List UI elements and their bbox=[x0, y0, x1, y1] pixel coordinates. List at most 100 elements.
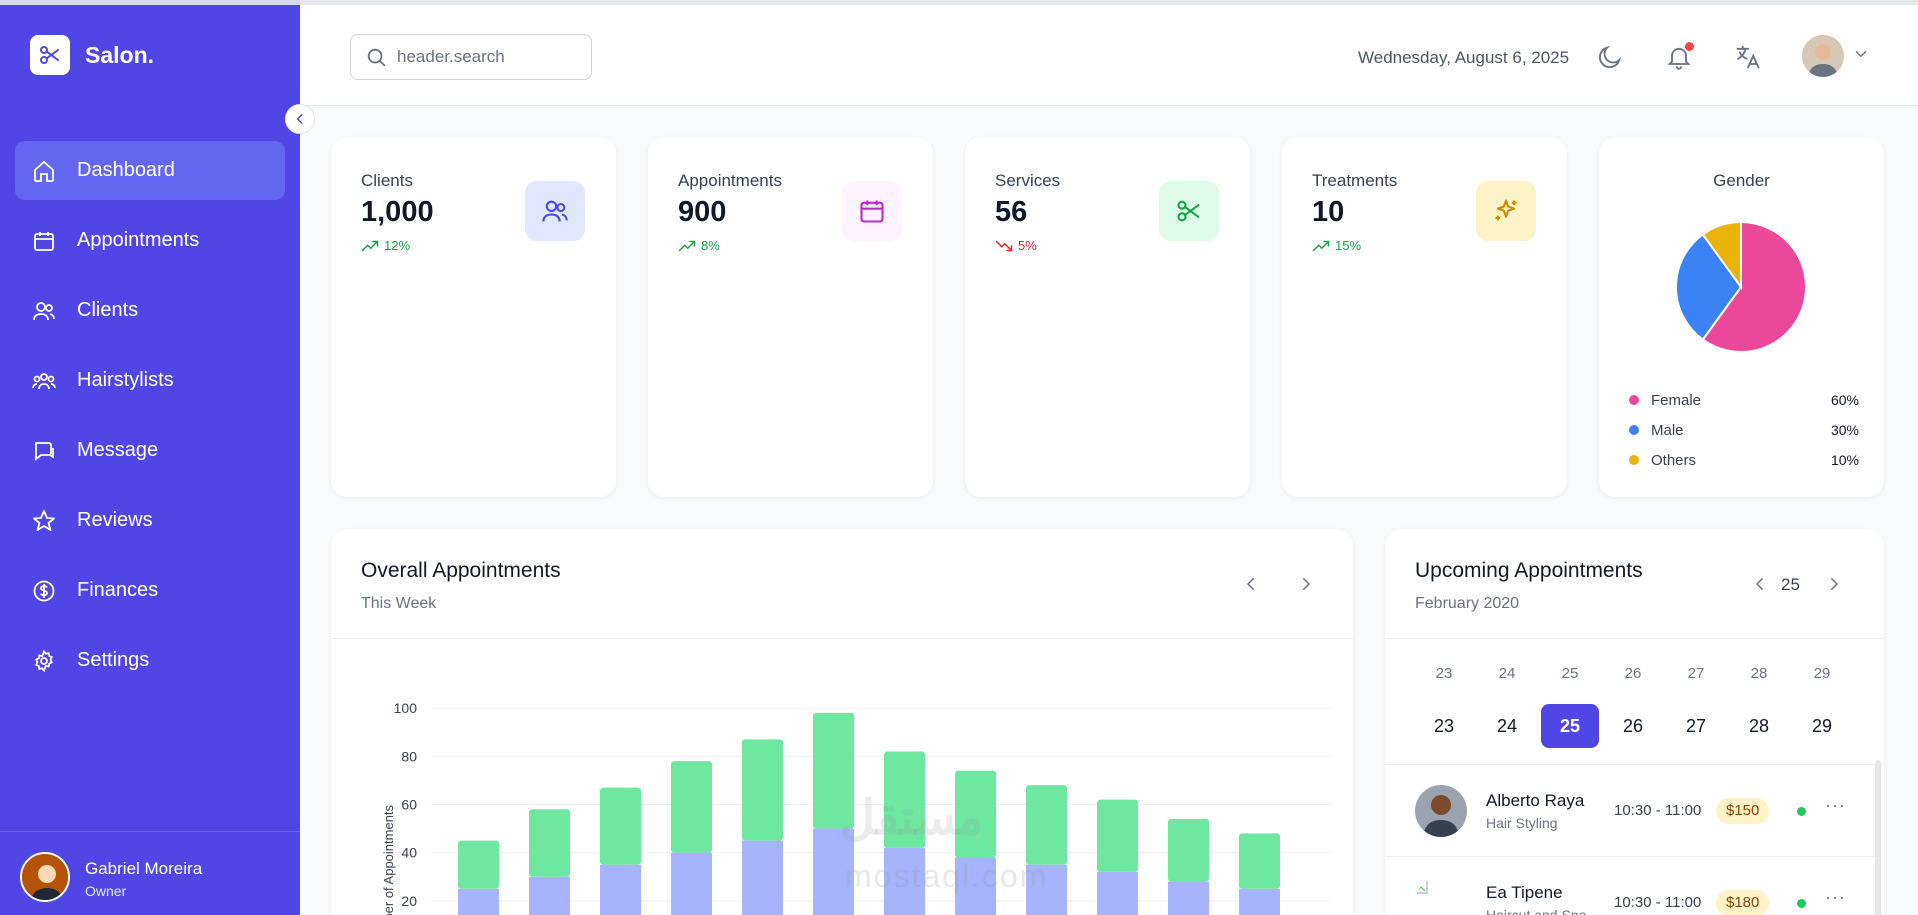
trending-up-icon bbox=[678, 240, 696, 251]
main-area: Wednesday, August 6, 2025 Clients 1,000 … bbox=[300, 0, 1918, 915]
appointment-time: 10:30 - 11:00 bbox=[1614, 802, 1702, 819]
day-button[interactable]: 23 bbox=[1433, 716, 1455, 736]
more-icon[interactable]: ··· bbox=[1825, 795, 1846, 815]
sidebar-item-message[interactable]: Message bbox=[15, 421, 285, 480]
bar-segment[interactable] bbox=[1097, 799, 1138, 872]
user-menu-caret[interactable] bbox=[1852, 45, 1870, 68]
bar-segment[interactable] bbox=[600, 787, 641, 865]
appointment-time: 10:30 - 11:00 bbox=[1614, 894, 1702, 911]
bar-segment[interactable] bbox=[1239, 833, 1280, 889]
search-input[interactable] bbox=[397, 47, 577, 67]
sidebar-item-reviews[interactable]: Reviews bbox=[15, 491, 285, 550]
bar-segment[interactable] bbox=[1168, 818, 1209, 882]
sidebar-item-settings[interactable]: Settings bbox=[15, 631, 285, 690]
prev-day-button[interactable] bbox=[1748, 572, 1772, 596]
chevron-left-icon bbox=[296, 114, 303, 124]
prev-week-button[interactable] bbox=[1239, 572, 1263, 596]
next-week-button[interactable] bbox=[1294, 572, 1318, 596]
language-button[interactable] bbox=[1732, 41, 1764, 73]
bar-segment[interactable] bbox=[742, 739, 783, 841]
sidebar-collapse-button[interactable] bbox=[285, 104, 315, 134]
bar-segment[interactable] bbox=[1097, 871, 1138, 915]
list-item[interactable]: Ea Tipene Haircut and Spa 10:30 - 11:00 … bbox=[1385, 857, 1881, 915]
gender-title: Gender bbox=[1713, 171, 1770, 190]
sidebar-item-label: Clients bbox=[77, 299, 139, 321]
stat-trend: 5% bbox=[995, 238, 1037, 253]
sidebar-item-label: Settings bbox=[77, 649, 150, 671]
stat-card-appointments[interactable]: Appointments 900 8% bbox=[648, 137, 933, 497]
sidebar: Salon. Dashboard Appointments Clients Ha… bbox=[0, 0, 300, 915]
notification-dot bbox=[1685, 42, 1694, 51]
panel-title: Upcoming Appointments bbox=[1415, 559, 1643, 582]
sidebar-item-appointments[interactable]: Appointments bbox=[15, 211, 285, 270]
sidebar-user[interactable]: Gabriel Moreira Owner bbox=[0, 831, 300, 915]
search-icon bbox=[367, 48, 386, 67]
bar-segment[interactable] bbox=[884, 751, 925, 848]
appointments-bar-chart: 20 40 60 80 100 Number of Appointments bbox=[381, 700, 1331, 915]
bar-segment[interactable] bbox=[813, 712, 854, 829]
day-button-selected[interactable]: 25 bbox=[1541, 704, 1599, 748]
service-name: Haircut and Spa bbox=[1486, 907, 1587, 915]
avatar bbox=[1415, 785, 1467, 837]
stat-value: 56 bbox=[995, 196, 1028, 228]
bar-segment[interactable] bbox=[955, 770, 996, 858]
search-box[interactable] bbox=[350, 34, 592, 80]
stat-label: Appointments bbox=[678, 171, 782, 190]
bar-segment[interactable] bbox=[1026, 785, 1067, 865]
bar-segment[interactable] bbox=[955, 857, 996, 915]
stat-label: Clients bbox=[361, 171, 413, 190]
bar-segment[interactable] bbox=[1239, 888, 1280, 915]
price-badge: $150 bbox=[1716, 798, 1770, 824]
bar-segment[interactable] bbox=[742, 840, 783, 915]
sidebar-item-dashboard[interactable]: Dashboard bbox=[15, 141, 285, 200]
stat-card-treatments[interactable]: Treatments 10 15% bbox=[1282, 137, 1567, 497]
sidebar-item-hairstylists[interactable]: Hairstylists bbox=[15, 351, 285, 410]
legend-male: Male 30% bbox=[1629, 420, 1859, 440]
bar-segment[interactable] bbox=[671, 761, 712, 853]
owner-role: Owner bbox=[85, 883, 127, 899]
watermark-latin: mostaql.com bbox=[845, 858, 1049, 894]
bar-segment[interactable] bbox=[671, 852, 712, 915]
day-button[interactable]: 29 bbox=[1811, 716, 1833, 736]
bar-segment[interactable] bbox=[884, 847, 925, 915]
more-icon[interactable]: ··· bbox=[1825, 887, 1846, 907]
dark-mode-toggle[interactable] bbox=[1594, 41, 1626, 73]
bar-segment[interactable] bbox=[529, 809, 570, 877]
bar-segment[interactable] bbox=[458, 888, 499, 915]
week-label: 24 bbox=[1498, 665, 1516, 682]
week-label: 23 bbox=[1435, 665, 1453, 682]
bar-segment[interactable] bbox=[1168, 881, 1209, 915]
sidebar-item-label: Dashboard bbox=[77, 159, 175, 181]
divider bbox=[1385, 638, 1884, 639]
bar-segment[interactable] bbox=[813, 828, 854, 915]
bar-segment[interactable] bbox=[529, 876, 570, 915]
sidebar-item-finances[interactable]: Finances bbox=[15, 561, 285, 620]
divider bbox=[1385, 764, 1884, 765]
user-avatar[interactable] bbox=[1802, 35, 1844, 77]
stat-card-clients[interactable]: Clients 1,000 12% bbox=[331, 137, 616, 497]
next-day-button[interactable] bbox=[1822, 572, 1846, 596]
day-button[interactable]: 26 bbox=[1622, 716, 1644, 736]
y-tick-label: 60 bbox=[401, 796, 417, 812]
list-item[interactable]: Alberto Raya Hair Styling 10:30 - 11:00 … bbox=[1385, 765, 1881, 857]
day-button[interactable]: 28 bbox=[1748, 716, 1770, 736]
chevron-right-icon bbox=[1303, 578, 1311, 590]
sidebar-item-label: Reviews bbox=[77, 509, 153, 531]
dollar-icon bbox=[31, 578, 57, 604]
day-button[interactable]: 24 bbox=[1496, 716, 1518, 736]
legend-others: Others 10% bbox=[1629, 450, 1859, 470]
week-label: 29 bbox=[1813, 665, 1831, 682]
bar-segment[interactable] bbox=[600, 864, 641, 915]
users-icon bbox=[525, 181, 585, 241]
day-button[interactable]: 27 bbox=[1685, 716, 1707, 736]
chevron-right-icon bbox=[1831, 578, 1839, 590]
stat-card-services[interactable]: Services 56 5% bbox=[965, 137, 1250, 497]
brand-logo[interactable]: Salon. bbox=[30, 35, 154, 75]
bar-segment[interactable] bbox=[458, 840, 499, 889]
brand-name: Salon. bbox=[85, 41, 155, 68]
scrollbar[interactable] bbox=[1875, 760, 1881, 915]
sidebar-item-clients[interactable]: Clients bbox=[15, 281, 285, 340]
sidebar-nav: Dashboard Appointments Clients Hairstyli… bbox=[15, 141, 285, 701]
notifications-button[interactable] bbox=[1663, 41, 1695, 73]
bar-segment[interactable] bbox=[1026, 864, 1067, 915]
